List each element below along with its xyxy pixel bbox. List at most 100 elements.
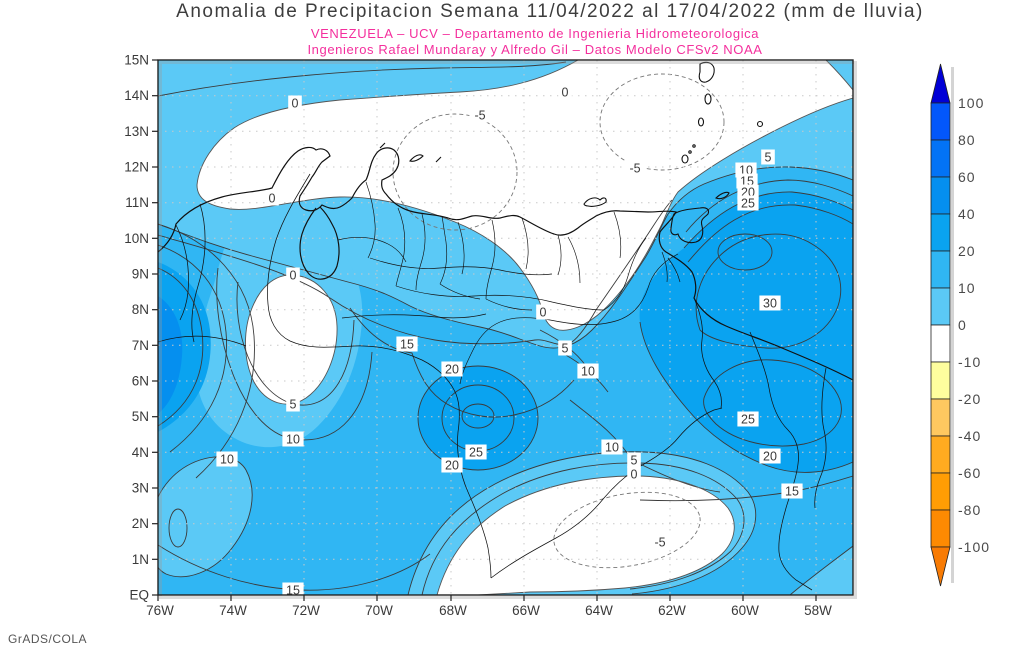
- colorbar-arrow-down: [930, 546, 951, 587]
- contour-label-0: 0: [540, 306, 547, 320]
- contour-label-10: 10: [581, 365, 595, 379]
- lat-label-8N: 8N: [132, 302, 149, 317]
- contour-label-box: [469, 107, 491, 123]
- colorbar-label-0: 0: [958, 317, 967, 333]
- lon-label-60W: 60W: [731, 603, 759, 618]
- contour-label-box: [286, 396, 300, 412]
- contour-label-box: [577, 363, 599, 379]
- lat-label-6N: 6N: [132, 374, 149, 389]
- colorbar-label-60: 60: [958, 169, 976, 185]
- colorbar-label-20: 20: [958, 243, 976, 259]
- contour-label-box: [396, 336, 418, 352]
- axis-ticks: [152, 59, 817, 601]
- contour-label-0: 0: [269, 192, 276, 206]
- subtitle-line2: Ingenieros Rafael Mundaray y Alfredo Gil…: [307, 42, 762, 57]
- country-borders: [158, 173, 827, 591]
- contour-label-box: [601, 439, 623, 455]
- lat-label-1N: 1N: [132, 552, 149, 567]
- lat-label-2N: 2N: [132, 516, 149, 531]
- colorbar-segment--20to-10: [930, 361, 951, 400]
- contour-label-0: 0: [562, 86, 569, 100]
- lon-label-76W: 76W: [146, 603, 174, 618]
- dashed-contour-layer: [392, 73, 725, 569]
- colorbar-segment-20to40: [930, 213, 951, 252]
- lon-label-66W: 66W: [512, 603, 540, 618]
- contour-label-box: [216, 451, 238, 467]
- contour-label-box: [536, 304, 550, 320]
- lake-maracaibo: [299, 206, 340, 280]
- contour-label-box: [558, 340, 572, 356]
- colorbar-segment-10to20: [930, 250, 951, 289]
- contour-label-25: 25: [741, 413, 755, 427]
- colorbar-segment--100to-80: [930, 509, 951, 548]
- contour-label-5: 5: [290, 398, 297, 412]
- contour-label-box: [737, 411, 759, 427]
- contour-label-box: [624, 160, 646, 176]
- contour-label-0: 0: [292, 97, 299, 111]
- islands: [379, 61, 764, 244]
- lat-label-4N: 4N: [132, 445, 149, 460]
- lat-label-12N: 12N: [124, 160, 149, 175]
- contour-label-25: 25: [741, 197, 755, 211]
- contour-label-5: 5: [562, 342, 569, 356]
- grads-credit: GrADS/COLA: [8, 632, 87, 646]
- contour-label-box: [282, 431, 304, 447]
- page-title: Anomalia de Precipitacion Semana 11/04/2…: [176, 1, 924, 22]
- colorbar-label-40: 40: [958, 206, 976, 222]
- subtitle-line1: VENEZUELA – UCV – Departamento de Ingeni…: [311, 26, 759, 41]
- rivers: [341, 251, 681, 385]
- colorbar-segment-0to10: [930, 287, 951, 326]
- lat-label-3N: 3N: [132, 481, 149, 496]
- colorbar-arrow-up: [930, 63, 951, 104]
- colorbar-label--20: -20: [958, 391, 981, 407]
- contour-label-box: [761, 149, 775, 165]
- contour-label-20: 20: [763, 450, 777, 464]
- lat-label-5N: 5N: [132, 409, 149, 424]
- contour-label-box: [288, 95, 302, 111]
- contour-label-box: [737, 195, 759, 211]
- state-borders: [337, 181, 647, 311]
- coastline: [158, 146, 853, 381]
- lon-label-70W: 70W: [365, 603, 393, 618]
- map-frame: [157, 59, 854, 596]
- contour-line-layer: [158, 60, 853, 595]
- lon-label-68W: 68W: [439, 603, 467, 618]
- contour-label-10: 10: [286, 433, 300, 447]
- colorbar-label-10: 10: [958, 280, 976, 296]
- lat-label-13N: 13N: [124, 124, 149, 139]
- contour-label--5: -5: [629, 162, 640, 176]
- colorbar-segment--80to-60: [930, 472, 951, 511]
- contour-label-10: 10: [605, 441, 619, 455]
- contour-label-5: 5: [631, 454, 638, 468]
- contour-label--5: -5: [654, 536, 665, 550]
- contour-label-box: [781, 483, 803, 499]
- contour-label-5: 5: [765, 151, 772, 165]
- colorbar-label--100: -100: [958, 539, 990, 555]
- colorbar-label-100: 100: [958, 95, 984, 111]
- colorbar-label--40: -40: [958, 428, 981, 444]
- contour-label-box: [282, 582, 304, 598]
- contour-label-0: 0: [631, 468, 638, 482]
- contour-label-15: 15: [785, 485, 799, 499]
- lon-label-58W: 58W: [804, 603, 832, 618]
- graticule: [158, 60, 853, 595]
- contour-label-15: 15: [400, 338, 414, 352]
- colorbar-segment-80to100: [930, 102, 951, 141]
- contour-label-box: [649, 534, 671, 550]
- contour-label-25: 25: [469, 446, 483, 460]
- lon-label-72W: 72W: [292, 603, 320, 618]
- colorbar-label-80: 80: [958, 132, 976, 148]
- contour-label-box: [465, 444, 487, 460]
- lat-label-10N: 10N: [124, 231, 149, 246]
- contour-label-box: [265, 190, 279, 206]
- lon-label-74W: 74W: [219, 603, 247, 618]
- lat-label-11N: 11N: [125, 195, 149, 210]
- contour-label-15: 15: [286, 584, 300, 598]
- geography-layer: [158, 61, 853, 591]
- colorbar-segment--10to0: [930, 324, 951, 363]
- lat-label-15N: 15N: [124, 53, 149, 68]
